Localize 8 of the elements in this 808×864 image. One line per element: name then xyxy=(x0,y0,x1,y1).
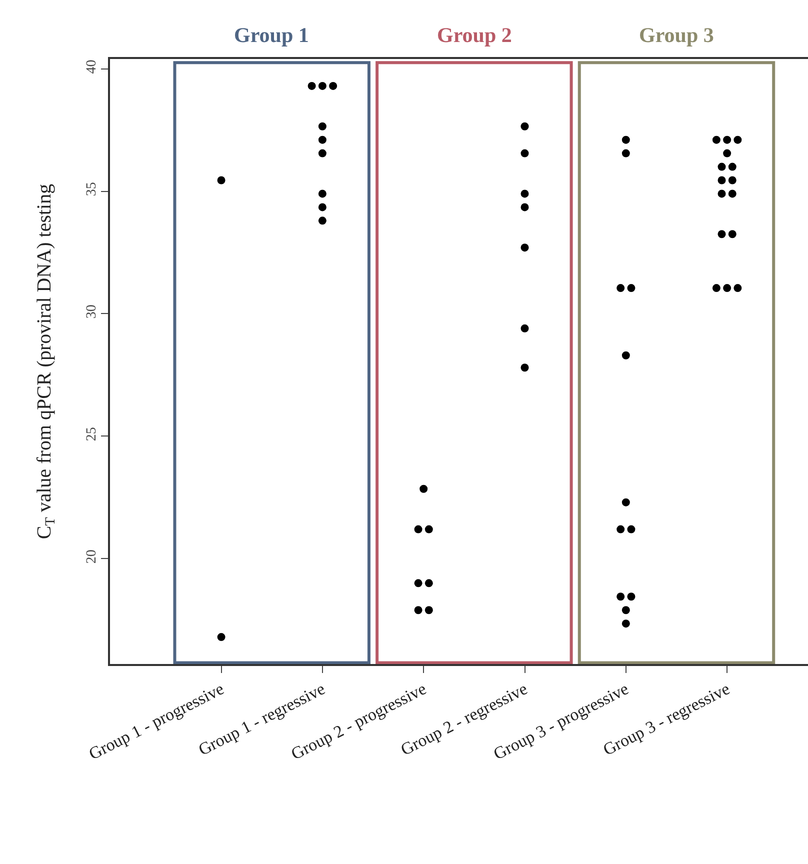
text: Group 1 xyxy=(234,23,309,47)
text: Group 3 xyxy=(639,23,714,47)
y-tick-label: 35 xyxy=(84,182,100,196)
y-tick-label: 30 xyxy=(84,304,100,319)
y-tick-label: 20 xyxy=(84,550,100,564)
y-tick-label: 40 xyxy=(84,60,100,74)
y-tick-label: 25 xyxy=(84,427,100,442)
text: Group 2 xyxy=(437,23,512,47)
